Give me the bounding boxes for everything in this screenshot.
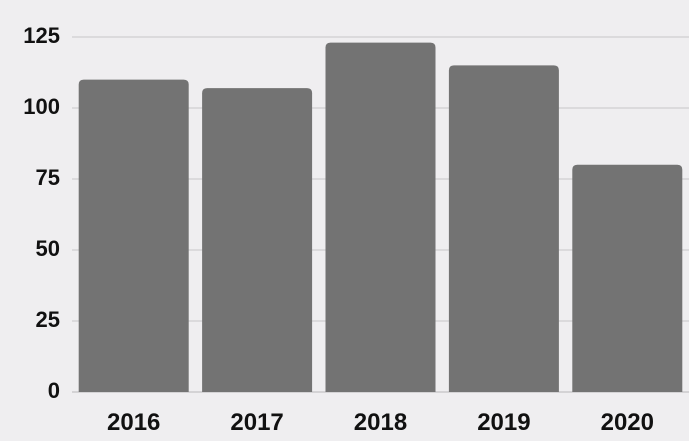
y-tick-label: 125 [23,23,60,48]
y-tick-label: 25 [36,307,60,332]
bar-2017 [202,88,313,393]
bar-2018 [325,42,436,393]
x-category-label: 2018 [354,409,407,436]
x-category-label: 2019 [477,409,530,436]
bar-2019 [448,65,559,393]
x-category-label: 2020 [601,409,654,436]
bar-2016 [78,79,189,392]
y-tick-label: 0 [48,378,60,403]
bar-2020 [572,164,683,392]
x-category-label: 2017 [230,409,283,436]
bars [78,42,683,393]
y-tick-label: 100 [23,94,60,119]
x-axis-category-labels: 2016 2017 2018 2019 2020 [107,409,654,436]
y-axis-tick-labels: 0 25 50 75 100 125 [23,23,60,403]
y-tick-label: 75 [36,165,60,190]
x-category-label: 2016 [107,409,160,436]
y-tick-label: 50 [36,236,60,261]
